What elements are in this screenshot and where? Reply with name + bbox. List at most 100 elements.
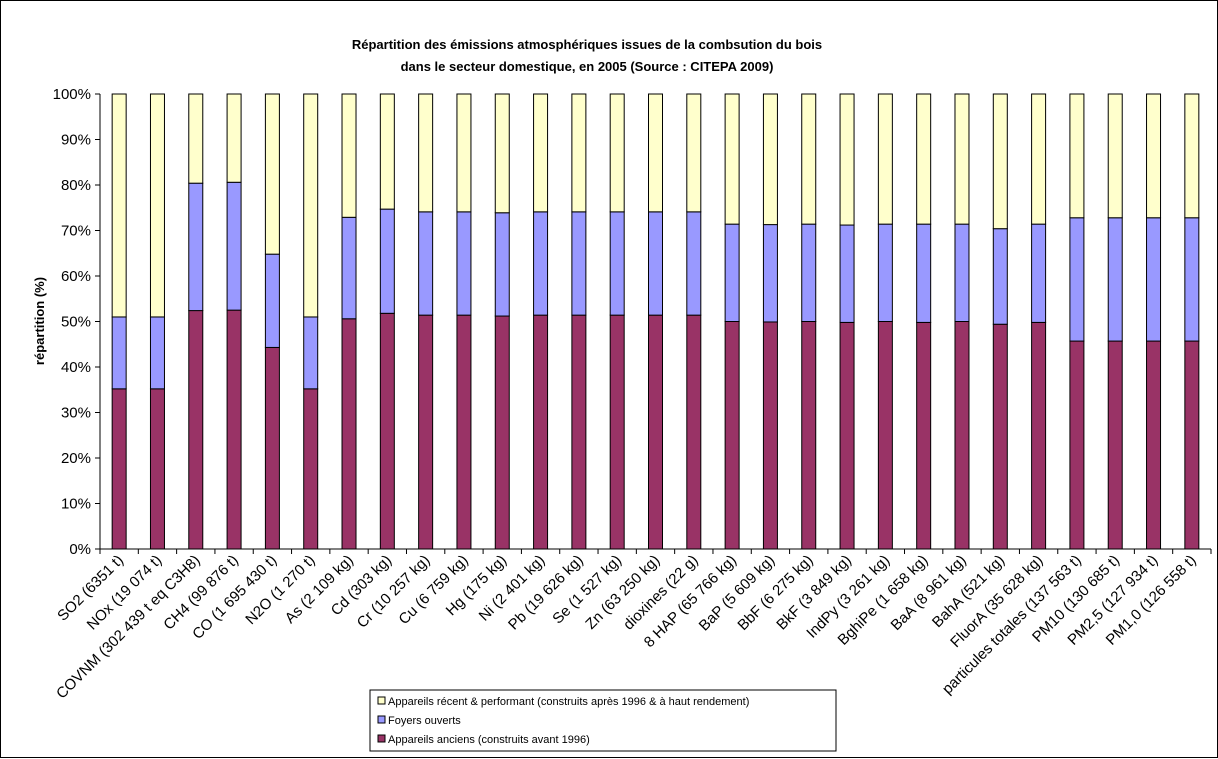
bar-segment-anciens bbox=[533, 314, 549, 550]
bar-segment-anciens bbox=[762, 321, 778, 550]
legend: Appareils récent & performant (construit… bbox=[369, 689, 837, 752]
y-tick-label: 40% bbox=[61, 359, 91, 376]
bar-segment-recent bbox=[992, 93, 1008, 230]
bar-segment-anciens bbox=[839, 321, 855, 550]
bar-segment-foyers bbox=[533, 211, 549, 316]
bar-segment-recent bbox=[724, 93, 740, 225]
bar-segment-anciens bbox=[648, 314, 663, 550]
y-tick-label: 30% bbox=[61, 405, 91, 422]
bar-segment-recent bbox=[877, 93, 893, 225]
bar-segment-recent bbox=[264, 93, 280, 255]
bar-segment-anciens bbox=[341, 318, 357, 550]
y-tick-label: 80% bbox=[61, 177, 91, 194]
bar-segment-foyers bbox=[456, 211, 472, 316]
bar-segment-anciens bbox=[303, 388, 319, 550]
legend-swatch-recent bbox=[377, 696, 386, 705]
bar-segment-recent bbox=[533, 93, 549, 213]
bar-segment-anciens bbox=[609, 314, 625, 550]
y-tick-label: 0% bbox=[69, 541, 91, 558]
bar-segment-anciens bbox=[724, 321, 740, 550]
bar-segment-foyers bbox=[494, 212, 510, 317]
bar-segment-anciens bbox=[494, 315, 510, 550]
bar-segment-recent bbox=[1031, 93, 1047, 225]
bar-segment-foyers bbox=[149, 316, 165, 390]
bar-segment-foyers bbox=[954, 223, 970, 323]
bar-segment-anciens bbox=[916, 321, 932, 550]
bar-segment-recent bbox=[801, 93, 817, 225]
bar-segment-recent bbox=[188, 93, 204, 184]
bar-segment-foyers bbox=[648, 211, 663, 316]
bar-segment-foyers bbox=[571, 211, 587, 316]
bar-segment-foyers bbox=[801, 223, 817, 323]
bar-segment-foyers bbox=[686, 211, 702, 316]
bar-segment-recent bbox=[1146, 93, 1162, 219]
legend-label-anciens: Appareils anciens (construits avant 1996… bbox=[388, 734, 590, 746]
bar-segment-recent bbox=[686, 93, 702, 213]
bar-segment-anciens bbox=[188, 310, 204, 550]
plot-area: 0%10%20%30%40%50%60%70%80%90%100%SO2 (63… bbox=[53, 86, 1212, 702]
bar-segment-recent bbox=[456, 93, 472, 213]
y-tick-label: 90% bbox=[61, 132, 91, 149]
bar-segment-foyers bbox=[1146, 217, 1162, 342]
legend-swatch-foyers bbox=[377, 715, 386, 724]
bar-segment-recent bbox=[609, 93, 625, 213]
y-tick-label: 50% bbox=[61, 314, 91, 331]
y-axis-label: répartition (%) bbox=[32, 277, 47, 365]
bar-segment-recent bbox=[1107, 93, 1123, 219]
bar-segment-foyers bbox=[226, 181, 242, 311]
legend-swatch-anciens bbox=[377, 734, 386, 743]
bar-segment-anciens bbox=[1184, 340, 1200, 550]
bar-segment-anciens bbox=[571, 314, 587, 550]
bar-segment-foyers bbox=[839, 224, 855, 323]
bar-segment-recent bbox=[1184, 93, 1200, 219]
legend-label-foyers: Foyers ouverts bbox=[388, 715, 461, 727]
bar-segment-recent bbox=[954, 93, 970, 225]
bar-segment-recent bbox=[648, 93, 663, 213]
bar-segment-foyers bbox=[877, 223, 893, 323]
bar-segment-foyers bbox=[111, 316, 127, 390]
bar-segment-foyers bbox=[303, 316, 319, 390]
bar-segment-recent bbox=[1069, 93, 1085, 219]
bar-segment-anciens bbox=[954, 321, 970, 550]
bar-segment-anciens bbox=[379, 312, 395, 550]
bar-segment-anciens bbox=[1107, 340, 1123, 550]
legend-label-recent: Appareils récent & performant (construit… bbox=[388, 696, 749, 708]
bar-segment-recent bbox=[341, 93, 357, 218]
bar-segment-anciens bbox=[111, 388, 127, 550]
bar-segment-recent bbox=[111, 93, 127, 318]
bar-segment-anciens bbox=[1069, 340, 1085, 550]
bar-segment-recent bbox=[571, 93, 587, 213]
bar-segment-foyers bbox=[379, 208, 395, 314]
bar-segment-foyers bbox=[1107, 217, 1123, 342]
y-tick-label: 10% bbox=[61, 496, 91, 513]
bar-segment-anciens bbox=[686, 314, 702, 550]
bar-segment-recent bbox=[303, 93, 319, 318]
y-tick-label: 70% bbox=[61, 223, 91, 240]
bar-segment-anciens bbox=[1146, 340, 1162, 550]
bar-segment-foyers bbox=[1031, 223, 1047, 323]
bar-segment-recent bbox=[762, 93, 778, 226]
y-tick-label: 100% bbox=[53, 86, 91, 103]
bar-segment-anciens bbox=[264, 346, 280, 550]
bar-segment-anciens bbox=[456, 314, 472, 550]
bar-segment-foyers bbox=[762, 224, 778, 323]
bar-segment-anciens bbox=[992, 323, 1008, 550]
bar-segment-foyers bbox=[1184, 217, 1200, 342]
bar-segment-anciens bbox=[226, 309, 242, 550]
bar-segment-recent bbox=[839, 93, 855, 226]
bar-segment-foyers bbox=[916, 223, 932, 323]
bar-segment-foyers bbox=[341, 216, 357, 320]
bar-segment-foyers bbox=[992, 228, 1008, 325]
bar-segment-recent bbox=[379, 93, 395, 210]
bar-segment-recent bbox=[149, 93, 165, 318]
bar-segment-anciens bbox=[801, 321, 817, 550]
legend-box bbox=[369, 689, 837, 752]
y-tick-label: 60% bbox=[61, 268, 91, 285]
bar-segment-foyers bbox=[188, 182, 204, 312]
chart-title: Répartition des émissions atmosphériques… bbox=[352, 37, 822, 74]
bar-segment-foyers bbox=[1069, 217, 1085, 342]
y-tick-label: 20% bbox=[61, 450, 91, 467]
bar-segment-recent bbox=[916, 93, 932, 225]
